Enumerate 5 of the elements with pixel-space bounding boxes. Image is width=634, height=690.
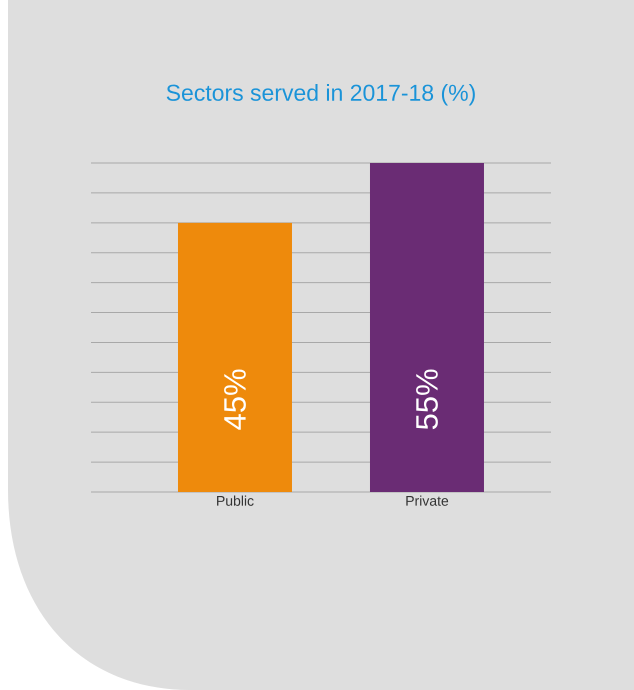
data-label: 55% <box>416 370 438 430</box>
x-tick-label: Private <box>406 496 448 506</box>
data-label: 45% <box>224 370 246 430</box>
chart-title: Sectors served in 2017-18 (%) <box>166 84 475 106</box>
x-tick-label: Public <box>217 496 254 506</box>
